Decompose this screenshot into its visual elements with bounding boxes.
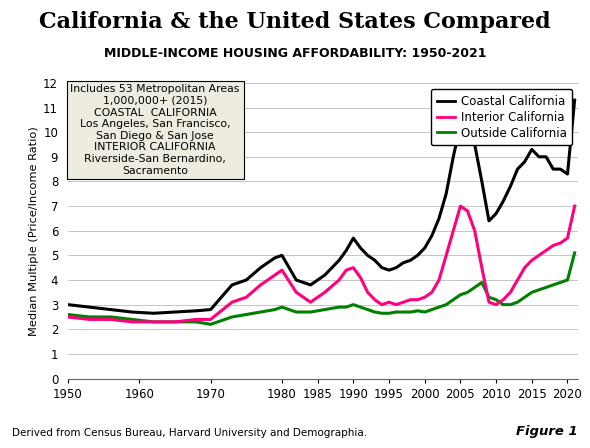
Legend: Coastal California, Interior California, Outside California: Coastal California, Interior California,… (431, 89, 572, 146)
Text: Includes 53 Metropolitan Areas
1,000,000+ (2015)
COASTAL  CALIFORNIA
Los Angeles: Includes 53 Metropolitan Areas 1,000,000… (70, 84, 240, 176)
Text: Derived from Census Bureau, Harvard University and Demographia.: Derived from Census Bureau, Harvard Univ… (12, 428, 367, 438)
Text: California & the United States Compared: California & the United States Compared (39, 11, 551, 33)
Y-axis label: Median Multiple (Price/Income Ratio): Median Multiple (Price/Income Ratio) (29, 126, 39, 336)
Text: MIDDLE-INCOME HOUSING AFFORDABILITY: 1950-2021: MIDDLE-INCOME HOUSING AFFORDABILITY: 195… (104, 47, 486, 60)
Text: Figure 1: Figure 1 (516, 425, 578, 438)
